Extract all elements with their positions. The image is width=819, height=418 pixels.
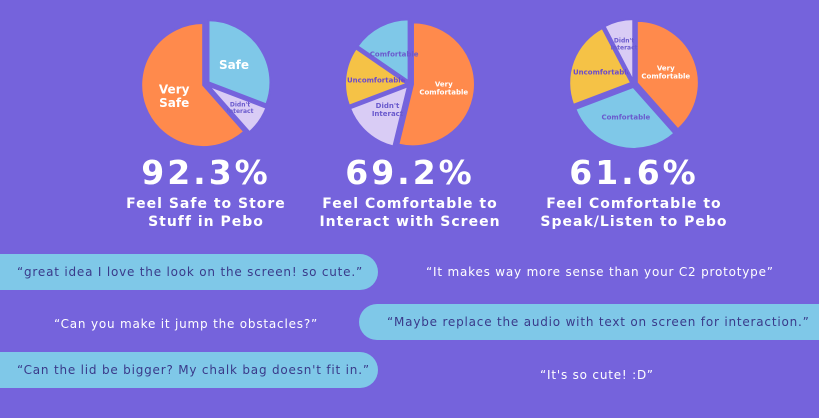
pie-slice-very-comfortable [635,19,700,131]
pie-slice-didn-t-interact [603,18,635,82]
pie-label-very-comfortable: Very Comfortable [641,64,690,80]
pie-label-didn-t-interact: Didn't Interact [372,102,404,118]
pie-label-very-comfortable: Very Comfortable [419,80,468,96]
quote-text: “Can you make it jump the obstacles?” [54,317,319,331]
pie-label-uncomfortable: Uncomfortable [347,76,406,84]
caption-line: Stuff in Pebo [148,214,264,230]
pie-label-didn-t-interact: Didn't Interact [611,37,638,51]
caption-line: Feel Safe to Store [126,196,286,212]
pie-chart-screen: Very Comfortable Didn't Interact Uncomfortab… [344,18,476,148]
pie-label-didn-t-interact: Didn't Interact [227,101,254,115]
chart-comfortable-speak: Very Comfortable Comfortable Uncomfortable D… [514,0,754,240]
pie-chart-speak: Very Comfortable Comfortable Uncomfortable D… [568,18,700,150]
quote-text: “It makes way more sense than your C2 pr… [426,265,774,279]
caption-line: Speak/Listen to Pebo [540,214,728,230]
caption-line: Interact with Screen [319,214,501,230]
quote-text: “Maybe replace the audio with text on sc… [387,315,810,329]
quote-text: “It's so cute! :D” [540,368,654,382]
pie-label-comfortable: Comfortable [601,113,650,121]
quote-text: “Can the lid be bigger? My chalk bag doe… [17,363,370,377]
pie-slice-didn-t-interact [207,84,268,134]
pie-label-safe: Safe [219,58,249,72]
pie-label-very-safe: Very Safe [159,82,190,110]
stat-caption: Feel Comfortable to Speak/Listen to Pebo [540,195,727,231]
pie-slice-uncomfortable [568,26,633,107]
stat-percentage: 61.6% [569,153,699,192]
chart-comfortable-screen: Very Comfortable Didn't Interact Uncomfortab… [290,0,530,240]
pie-slice-very-comfortable [397,21,476,148]
pie-label-comfortable: Comfortable [370,50,419,58]
chart-safe-storage: Safe Didn't Interact Very Safe 92.3% Feel Sa… [86,0,326,240]
caption-line: Feel Comfortable to [322,196,498,212]
caption-line: Feel Comfortable to [546,196,722,212]
quote-bubble: “Maybe replace the audio with text on sc… [359,304,819,340]
pie-slice-very-safe [140,22,246,149]
pie-slice-safe [207,19,272,106]
pie-label-uncomfortable: Uncomfortable [573,68,632,76]
pie-slice-uncomfortable [344,47,410,108]
quote-text: “great idea I love the look on the scree… [17,265,363,279]
stat-caption: Feel Safe to Store Stuff in Pebo [126,195,286,231]
quote-bubble: “Can the lid be bigger? My chalk bag doe… [0,352,378,388]
stat-percentage: 92.3% [141,153,271,192]
pie-slice-didn-t-interact [348,84,410,148]
stat-percentage: 69.2% [345,153,475,192]
pie-slice-comfortable [356,18,410,84]
pie-chart-safe: Safe Didn't Interact Very Safe [140,19,272,149]
quote-bubble: “great idea I love the look on the scree… [0,254,378,290]
pie-slice-comfortable [574,85,676,150]
stat-caption: Feel Comfortable to Interact with Screen [319,195,500,231]
